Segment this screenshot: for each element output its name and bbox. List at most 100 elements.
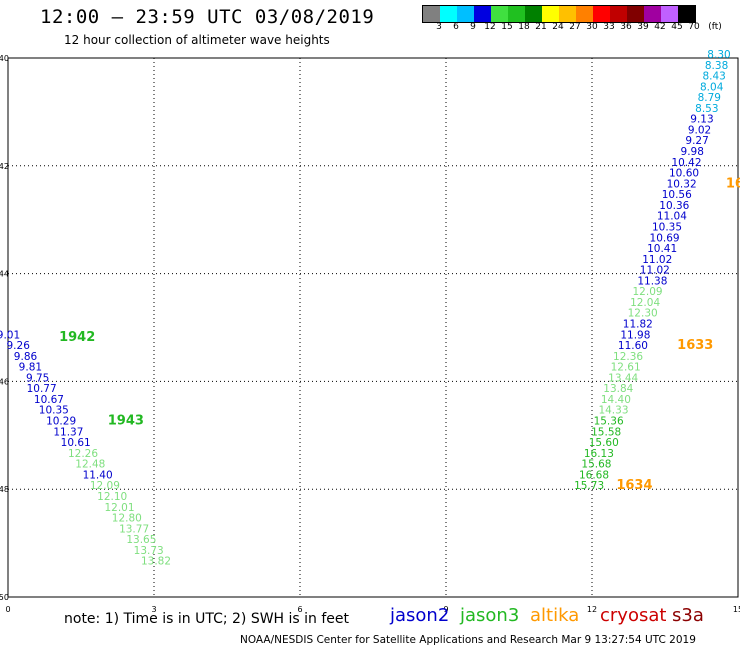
y-tick-label: -42 [0, 162, 9, 171]
pass-time-label: 1942 [59, 330, 95, 345]
wave-height-value: 13.73 [134, 545, 164, 557]
scale-label: 70 [688, 22, 700, 32]
wave-height-value: 12.36 [613, 351, 643, 363]
wave-height-value: 12.10 [97, 491, 127, 503]
scale-swatch [627, 6, 644, 22]
x-tick-label: 0 [5, 605, 10, 614]
credit-line: NOAA/NESDIS Center for Satellite Applica… [240, 634, 696, 646]
pass-time-label: 1632 [726, 176, 740, 191]
wave-height-value: 11.60 [618, 340, 648, 352]
pass-time-label: 1634 [616, 478, 652, 493]
wave-height-value: 12.61 [611, 362, 641, 374]
wave-height-value: 13.82 [141, 556, 171, 568]
scale-label: 39 [637, 22, 649, 32]
wave-height-value: 11.40 [83, 469, 113, 481]
pass-time-label: 1633 [677, 338, 713, 353]
wave-height-value: 12.04 [630, 297, 660, 309]
wave-height-value: 9.02 [688, 124, 711, 136]
wave-height-value: 16.68 [579, 469, 609, 481]
page-subtitle: 12 hour collection of altimeter wave hei… [64, 33, 330, 47]
wave-height-value: 10.36 [659, 200, 689, 212]
scale-label: 27 [569, 22, 581, 32]
wave-height-value: 8.38 [705, 60, 728, 72]
color-scale [422, 5, 696, 23]
wave-height-value: 8.04 [700, 81, 724, 93]
wave-height-value: 16.13 [584, 448, 614, 460]
wave-height-value: 11.98 [620, 329, 650, 341]
wave-height-value: 15.73 [574, 480, 604, 492]
scale-label: 33 [603, 22, 615, 32]
color-scale-labels: 3 6 9 12 15 18 21 24 27 30 33 36 39 42 45 70 (ft) [422, 22, 740, 34]
scale-label: 21 [535, 22, 547, 32]
legend-altika: altika [530, 605, 580, 626]
wave-height-value: 10.35 [652, 221, 682, 233]
wave-height-value: 11.02 [642, 254, 672, 266]
scale-label: 15 [501, 22, 513, 32]
wave-height-value: 9.75 [26, 372, 49, 384]
scale-swatch [678, 6, 695, 22]
wave-height-value: 15.36 [594, 416, 624, 428]
scale-label: 30 [586, 22, 598, 32]
page-title: 12:00 – 23:59 UTC 03/08/2019 [40, 6, 375, 28]
scale-label: 18 [518, 22, 530, 32]
y-tick-label: -40 [0, 54, 9, 63]
scale-label: 12 [484, 22, 496, 32]
scale-swatch [508, 6, 525, 22]
wave-height-value: 13.44 [608, 372, 638, 384]
wave-height-value: 11.02 [640, 265, 670, 277]
wave-height-value: 14.33 [598, 405, 628, 417]
wave-height-value: 15.60 [589, 437, 619, 449]
legend-jason3: jason3 [460, 605, 520, 626]
wave-height-value: 10.60 [669, 168, 699, 180]
wave-height-value: 14.40 [601, 394, 631, 406]
x-tick-label: 12 [587, 605, 597, 614]
legend-s3a: s3a [672, 605, 704, 626]
wave-height-value: 12.01 [104, 502, 134, 514]
scale-label: 24 [552, 22, 564, 32]
scale-swatch [610, 6, 627, 22]
scale-swatch [661, 6, 678, 22]
scale-swatch [440, 6, 457, 22]
wave-height-value: 9.26 [7, 340, 31, 352]
y-tick-label: -50 [0, 593, 9, 602]
footer-note: note: 1) Time is in UTC; 2) SWH is in fe… [64, 611, 350, 627]
y-tick-label: -48 [0, 485, 9, 494]
x-tick-label: 6 [297, 605, 302, 614]
wave-height-value: 11.04 [657, 211, 687, 223]
wave-height-value: 10.41 [647, 243, 677, 255]
wave-height-value: 11.38 [637, 275, 667, 287]
y-tick-label: -44 [0, 270, 9, 279]
scale-swatch [593, 6, 610, 22]
wave-height-value: 8.30 [707, 49, 730, 61]
wave-height-value: 11.37 [53, 426, 83, 438]
wave-height-value: 9.81 [19, 362, 42, 374]
scale-label: 6 [453, 22, 459, 32]
scale-swatch [474, 6, 491, 22]
wave-height-value: 11.82 [623, 319, 653, 331]
y-tick-label: -46 [0, 377, 9, 386]
wave-height-value: 10.61 [61, 437, 91, 449]
scale-label: 45 [671, 22, 683, 32]
wave-height-value: 15.68 [581, 459, 611, 471]
pass-time-label: 1943 [108, 414, 144, 429]
wave-height-value: 10.32 [667, 178, 697, 190]
wave-height-value: 12.30 [628, 308, 658, 320]
wave-height-value: 8.43 [702, 71, 725, 83]
wave-height-value: 10.42 [671, 157, 701, 169]
legend-jason2: jason2 [390, 605, 450, 626]
wave-height-value: 10.56 [662, 189, 692, 201]
wave-height-value: 8.79 [698, 92, 721, 104]
wave-height-value: 12.09 [90, 480, 120, 492]
wave-height-value: 13.84 [603, 383, 633, 395]
wave-height-value: 9.98 [681, 146, 704, 158]
wave-height-value: 13.77 [119, 523, 149, 535]
scale-label: 3 [436, 22, 442, 32]
wave-height-value: 9.13 [690, 114, 713, 126]
scale-swatch [542, 6, 559, 22]
scale-swatch [423, 6, 440, 22]
scale-label: (ft) [708, 22, 722, 32]
wave-height-value: 10.35 [39, 405, 69, 417]
wave-height-value: 9.86 [14, 351, 38, 363]
legend-cryosat: cryosat [600, 605, 667, 626]
wave-height-value: 10.67 [34, 394, 64, 406]
